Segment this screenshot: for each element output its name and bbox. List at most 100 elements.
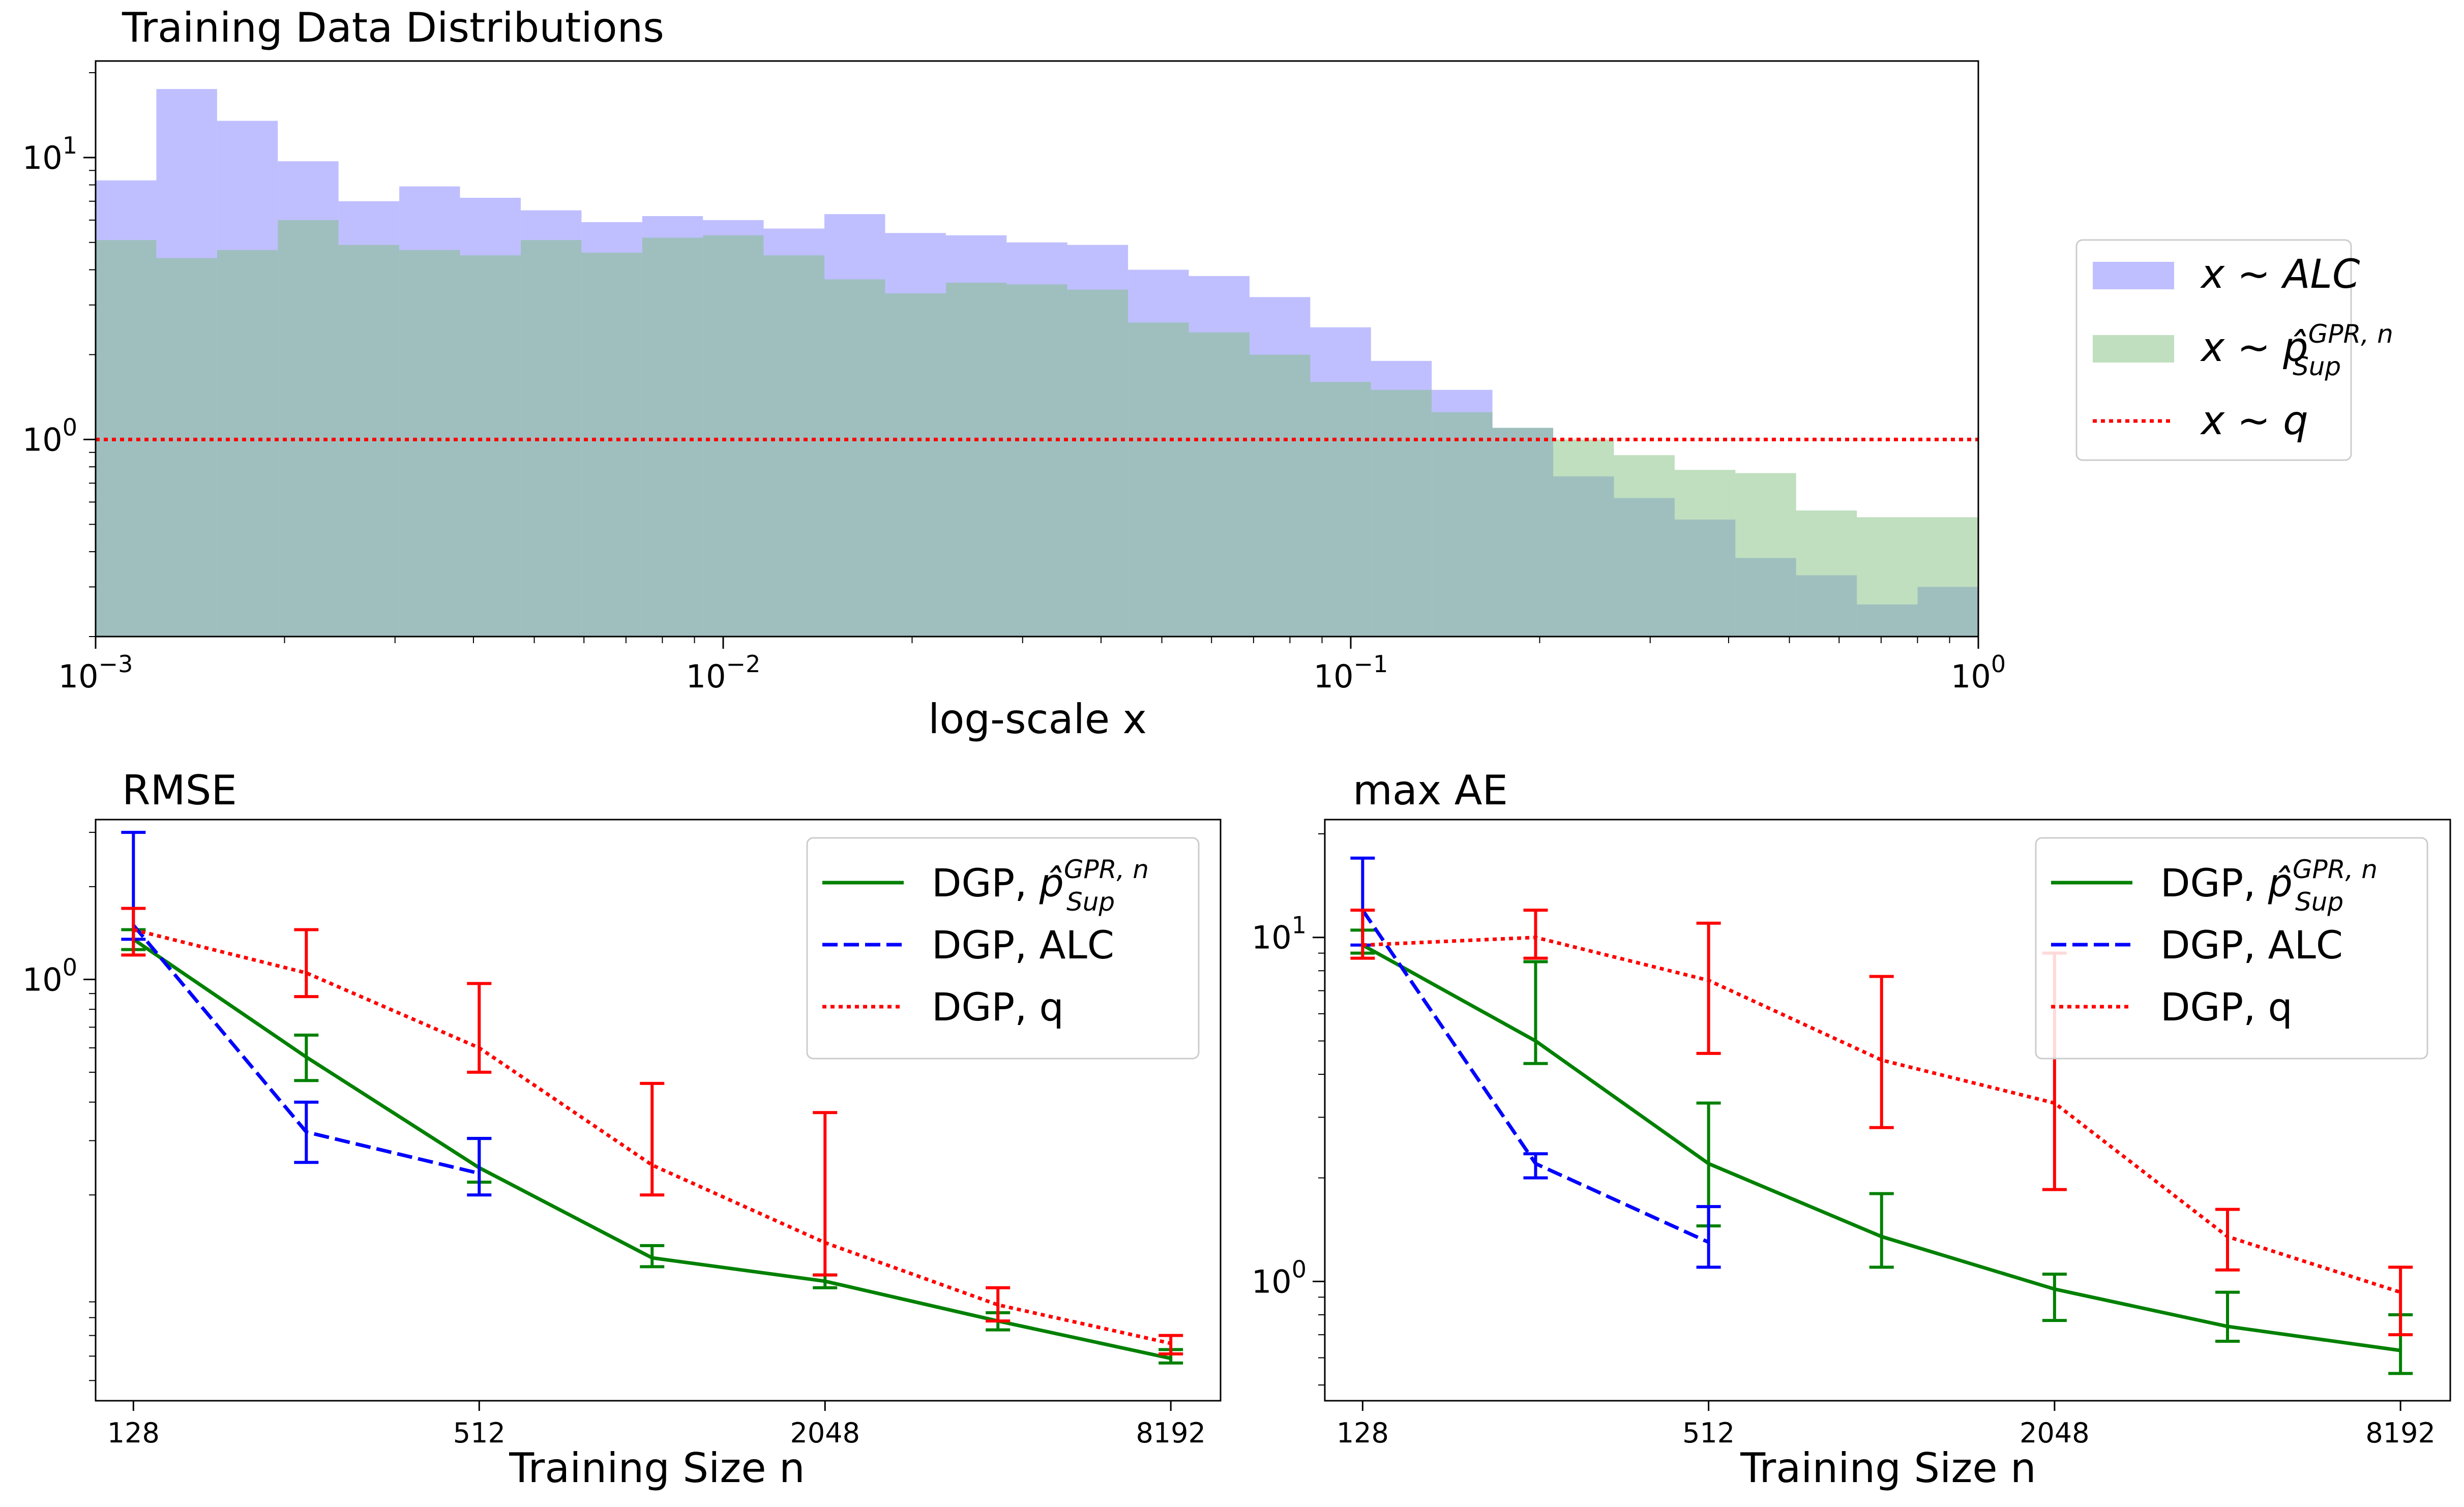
hist-legend-swatch-1 [2093,335,2174,363]
hist-xtick-label-1: 10−2 [686,650,761,695]
legend-main: x [2200,325,2225,371]
gpr-bar-26 [1674,470,1736,637]
maxae-series-1 [1350,856,1721,1269]
legend-rest: q [2283,398,2308,444]
rmse-series-2 [121,907,1183,1355]
gpr-bar-5 [399,250,460,637]
maxae-legend-label-1: DGP, ALC [2160,922,2343,968]
gpr-bar-18 [1189,332,1250,637]
hist-xtick-label-2: 10−1 [1314,650,1388,695]
hist-legend-box [2075,239,2352,461]
rmse-panel: RMSE Training Size n 128 512 2048 8192 100 D… [22,767,1222,1492]
gpr-bar-12 [824,279,885,637]
rmse-legend-box [806,837,1200,1060]
hist-xtick-label-0-exp: −3 [99,650,133,678]
legend-main: DGP, ALC [932,922,1114,968]
legend-sub: Sup [1066,887,1115,917]
hist-legend-label-1: x ~ p̂GPR, n Sup [2200,319,2393,381]
maxae-ytick-label-0: 100 [1252,1255,1307,1300]
hist-x-label: log-scale x [928,696,1147,743]
legend-main: DGP, q [2160,984,2293,1030]
rmse-plot [121,831,1183,1365]
rmse-ytick-label-0-exp: 0 [63,953,77,981]
gpr-bar-16 [1067,289,1129,637]
legend-rest: p̂ [2268,860,2293,906]
gpr-bar-6 [460,255,521,637]
legend-sup: GPR, n [2293,855,2378,884]
gpr-bar-28 [1796,510,1857,637]
rmse-title: RMSE [122,767,237,814]
hist-xtick-label-3-exp: 0 [1991,650,2006,678]
hist-legend-label-0: x ~ ALC [2200,252,2360,297]
legend-main: DGP, ALC [2160,922,2343,968]
maxae-panel: max AE Training Size n 128 512 2048 8192100… [1252,767,2451,1492]
maxae-ytick-label-0-exp: 0 [1292,1255,1307,1283]
legend-rest: p̂ [2282,325,2308,371]
rmse-ytick-label-0-base: 10 [22,961,63,998]
legend-sim: ~ [2224,252,2283,297]
hist-ytick-label-1-base: 10 [22,139,63,176]
hist-xtick-label-0: 10−3 [58,650,133,695]
legend-sim: ~ [2224,325,2283,371]
hist-xtick-label-1-exp: −2 [726,650,761,678]
rmse-series-1 [121,831,492,1197]
maxae-xtick-label-0: 128 [1337,1417,1389,1449]
hist-frame [95,60,1979,638]
maxae-title: max AE [1353,767,1508,814]
hist-xtick-label-1-base: 10 [686,658,726,695]
gpr-bar-2 [217,250,278,637]
maxae-xtick-label-1: 512 [1682,1417,1735,1449]
histogram-panel: Training Data Distributions log-scale x … [22,4,2393,743]
hist-ytick-label-1-exp: 1 [63,132,77,159]
gpr-bar-15 [1006,284,1067,637]
maxae-legend-label-2: DGP, q [2160,984,2293,1030]
maxae-legend-label-0: DGP, p̂GPR, n Sup [2160,855,2378,917]
gpr-bar-22 [1432,412,1493,637]
hist-ytick-label-0-base: 10 [22,421,63,458]
legend-main: x [2200,398,2225,444]
legend-sup: GPR, n [1064,855,1149,884]
maxae-legend: DGP, p̂GPR, n Sup DGP, ALC DGP, q [2035,837,2428,1060]
legend-sub: Sup [2293,352,2341,381]
gpr-bar-9 [642,237,703,637]
gpr-bar-24 [1553,439,1614,637]
rmse-x-label: Training Size n [509,1444,805,1492]
hist-xtick-label-3: 100 [1951,650,2006,695]
legend-sub: Sup [2295,887,2343,917]
gpr-bar-14 [945,282,1007,637]
maxae-xtick-label-2: 2048 [2020,1417,2089,1449]
gpr-bar-21 [1371,389,1432,637]
rmse-legend-label-2: DGP, q [932,984,1064,1030]
maxae-xtick-label-3: 8192 [2365,1417,2435,1449]
gpr-bar-25 [1614,455,1675,637]
gpr-bar-10 [703,235,764,637]
hist-xtick-label-2-base: 10 [1314,658,1354,695]
gpr-bar-1 [156,258,217,637]
gpr-bar-27 [1735,473,1796,637]
hist-ytick-label-0: 100 [22,413,77,458]
maxae-ytick-label-0-base: 10 [1252,1263,1292,1300]
hist-xtick-label-3-base: 10 [1951,658,1991,695]
hist-ytick-label-0-exp: 0 [63,413,77,441]
legend-rest: p̂ [1039,860,1064,906]
legend-main: DGP, [2160,860,2268,906]
maxae-ytick-label-1: 101 [1252,912,1307,956]
rmse-legend: DGP, p̂GPR, n Sup DGP, ALC DGP, q [806,837,1200,1060]
maxae-ytick-label-1-exp: 1 [1292,912,1307,939]
maxae-ytick-label-1-base: 10 [1252,919,1292,956]
hist-legend-label-2: x ~ q [2200,398,2308,444]
hist-title: Training Data Distributions [122,4,664,51]
gpr-bar-11 [763,255,825,637]
legend-sim: ~ [2224,398,2283,444]
maxae-x-label: Training Size n [1740,1444,2036,1492]
rmse-ytick-label-0: 100 [22,953,77,998]
hist-xtick-label-0-base: 10 [58,658,99,695]
rmse-legend-label-1: DGP, ALC [932,922,1114,968]
hist-bars-gpr [96,220,1978,637]
legend-main: DGP, q [932,984,1064,1030]
gpr-bar-30 [1917,517,1978,637]
rmse-legend-label-0: DGP, p̂GPR, n Sup [932,855,1149,917]
